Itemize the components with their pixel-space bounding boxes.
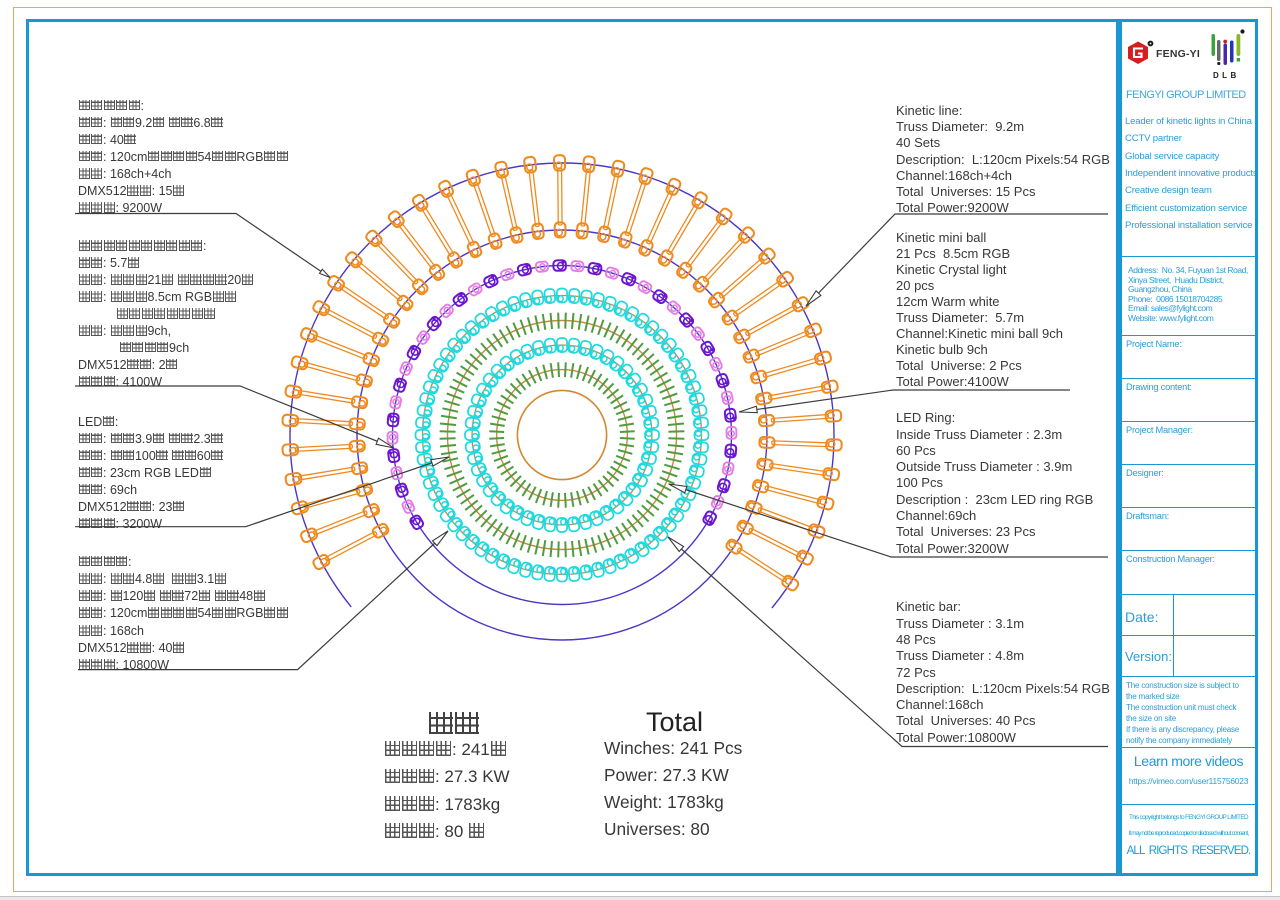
svg-text:FENG-YI: FENG-YI — [1156, 48, 1200, 60]
svg-text:DLB: DLB — [1213, 71, 1240, 80]
